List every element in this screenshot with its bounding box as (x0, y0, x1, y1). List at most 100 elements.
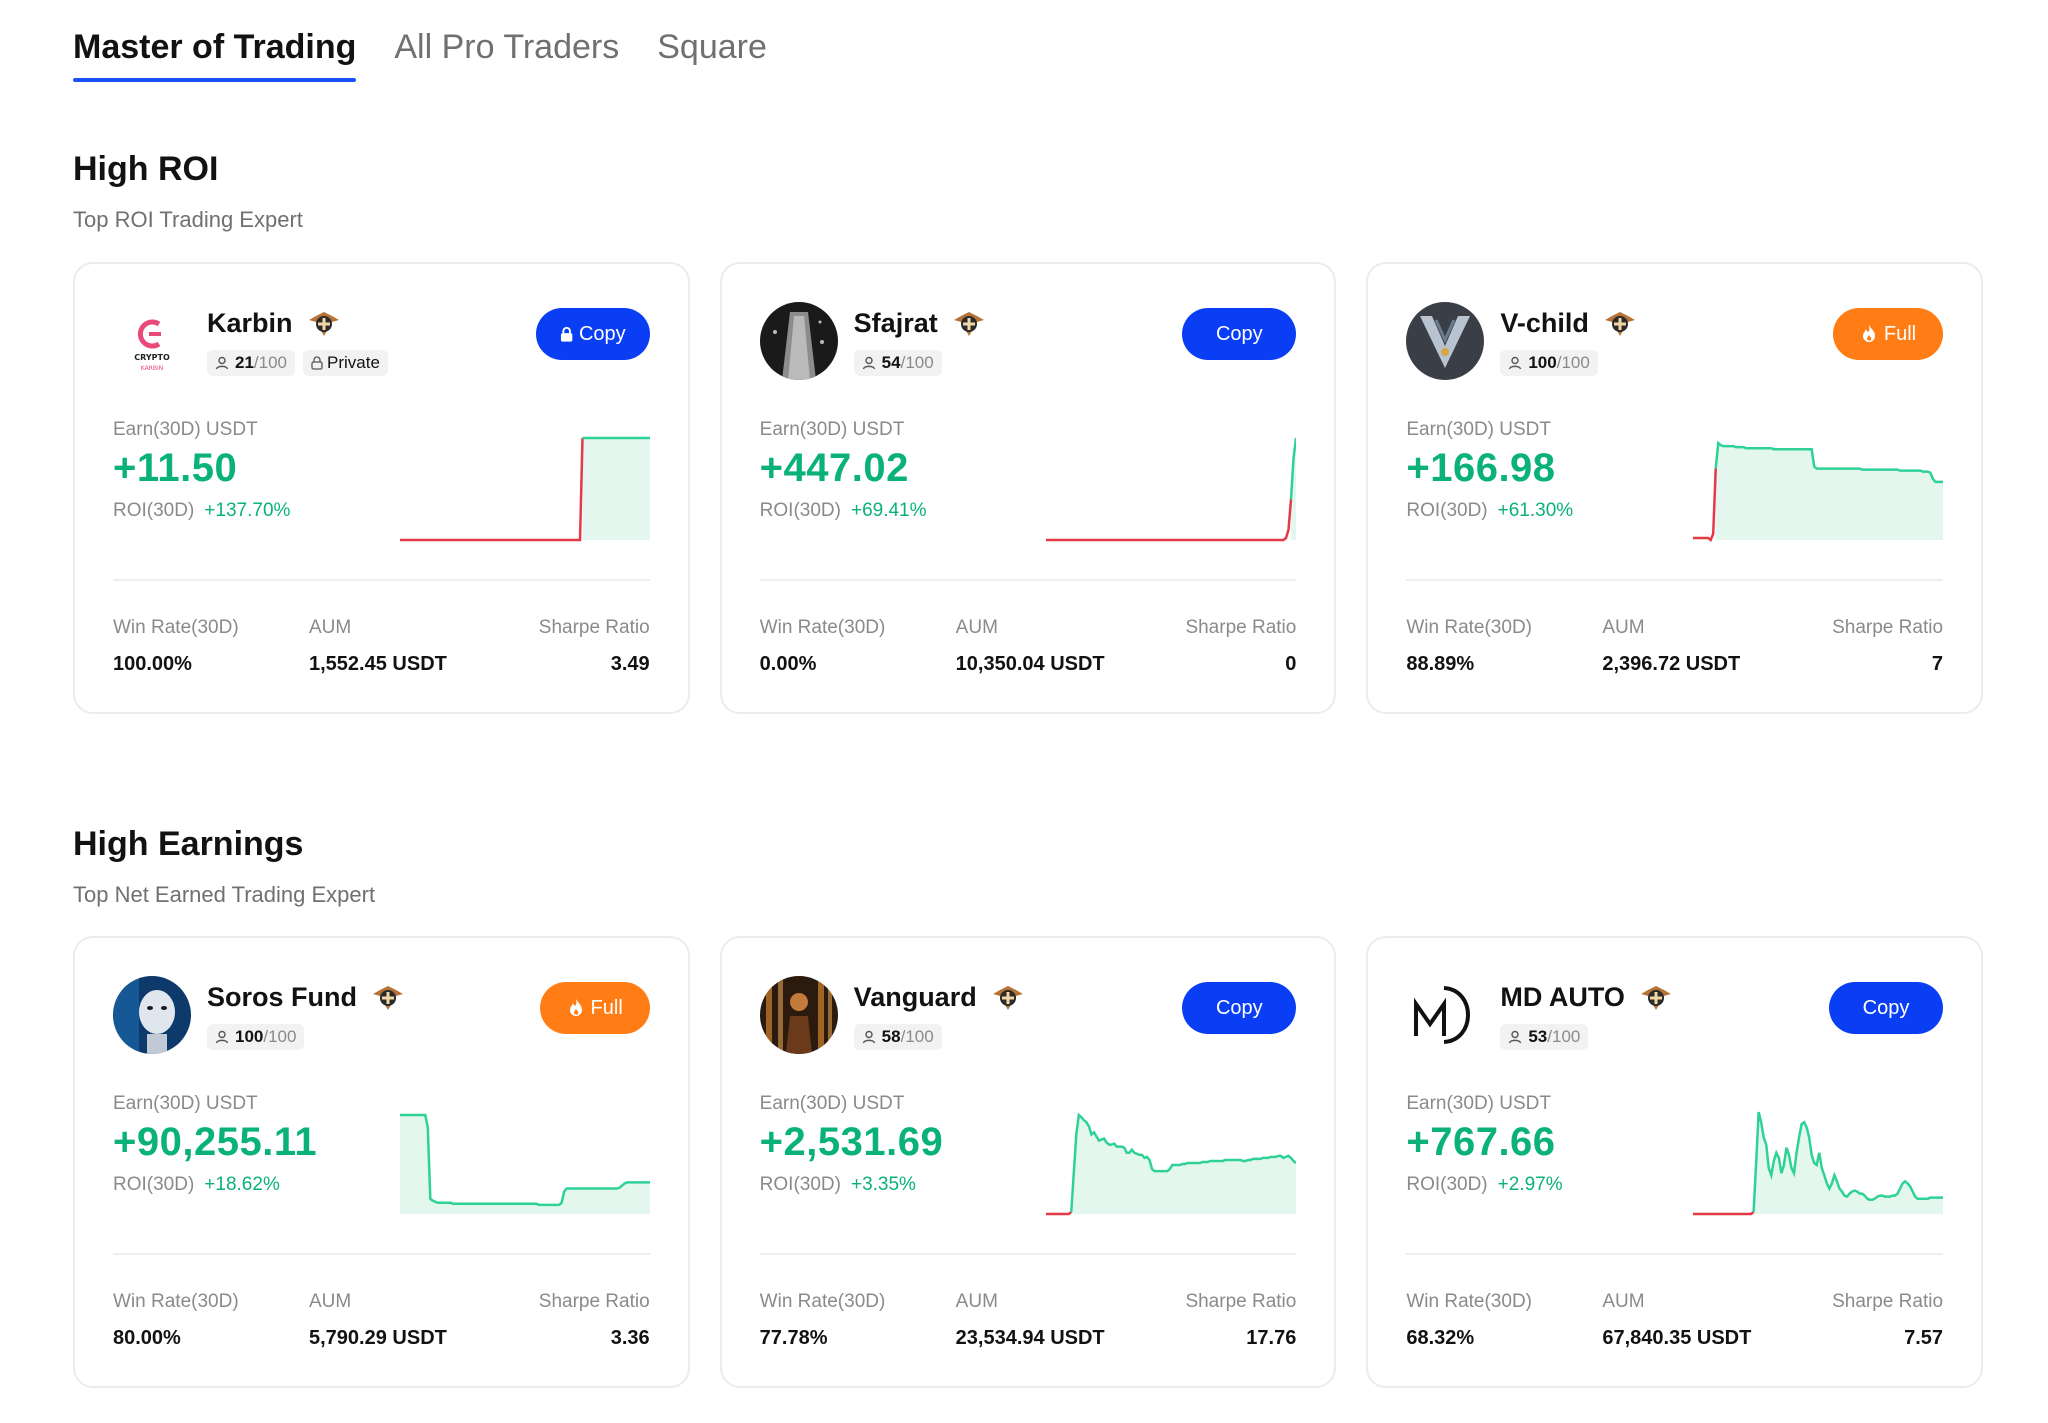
sparkline-area (1715, 443, 1944, 540)
roi-row: ROI(30D) +2.97% (1406, 1174, 1562, 1196)
pro-badge-icon (308, 311, 339, 336)
avatar[interactable]: CRYPTO KARBIN (113, 302, 191, 380)
avatar[interactable] (1406, 976, 1485, 1054)
followers-pill: 100/100 (1500, 350, 1598, 376)
trader-name-text: Vanguard (853, 982, 977, 1012)
roi-value: +2.97% (1497, 1174, 1563, 1195)
followers-max: /100 (253, 353, 288, 372)
card-row-high-roi: CRYPTO KARBIN Karbin 21/100 Private Copy … (73, 262, 1984, 714)
aum-value: 23,534.94 USDT (955, 1327, 1105, 1349)
section-high-earnings: High Earnings Top Net Earned Trading Exp… (73, 825, 1983, 908)
full-button[interactable]: Full (1833, 308, 1944, 360)
trader-card[interactable]: V-child 100/100 Full Earn(30D) USDT +166… (1366, 262, 1984, 714)
aum-value: 2,396.72 USDT (1602, 653, 1741, 675)
sparkline-negative-line (1046, 499, 1293, 542)
copy-button[interactable]: Copy (1182, 308, 1297, 360)
sharpe-value: 7 (1931, 653, 1944, 675)
followers-max: /100 (900, 1027, 934, 1046)
earn-value: +166.98 (1406, 446, 1556, 490)
followers-pill: 53/100 (1500, 1024, 1589, 1050)
trader-name[interactable]: Karbin (207, 308, 341, 339)
card-row-high-earnings: Soros Fund 100/100 Full Earn(30D) USDT +… (73, 936, 1984, 1388)
roi-value: +18.62% (204, 1174, 280, 1195)
win-rate-stat: Win Rate(30D) 88.89% (1406, 617, 1532, 676)
aum-value: 5,790.29 USDT (309, 1327, 447, 1349)
person-icon (1509, 356, 1522, 370)
trader-name[interactable]: MD AUTO (1500, 982, 1673, 1013)
trader-card[interactable]: Soros Fund 100/100 Full Earn(30D) USDT +… (73, 936, 690, 1388)
sparkline-negative-line (1693, 468, 1717, 543)
trader-name[interactable]: V-child (1500, 308, 1637, 339)
win-rate-stat: Win Rate(30D) 100.00% (113, 617, 239, 676)
aum-label: AUM (955, 617, 998, 638)
win-rate-value: 80.00% (113, 1327, 181, 1349)
fire-icon (569, 999, 582, 1016)
aum-stat: AUM 5,790.29 USDT (309, 1291, 447, 1350)
earn-label: Earn(30D) USDT (113, 419, 258, 440)
sharpe-value: 3.36 (610, 1327, 650, 1349)
person-icon (215, 1030, 229, 1044)
win-rate-label: Win Rate(30D) (113, 1291, 239, 1312)
copy-button[interactable]: Copy (1182, 982, 1297, 1034)
avatar[interactable] (759, 976, 838, 1054)
trader-name[interactable]: Sfajrat (854, 308, 986, 339)
sharpe-stat: Sharpe Ratio 7 (1832, 617, 1943, 676)
roi-row: ROI(30D) +3.35% (760, 1174, 916, 1196)
avatar[interactable] (759, 302, 838, 380)
trader-name[interactable]: Soros Fund (207, 982, 405, 1013)
aum-label: AUM (955, 1291, 998, 1312)
win-rate-label: Win Rate(30D) (1406, 1291, 1532, 1312)
sparkline-negative-line (1693, 1210, 1755, 1216)
sparkline-area (582, 438, 650, 540)
sharpe-label: Sharpe Ratio (1185, 617, 1297, 638)
win-rate-value: 100.00% (113, 653, 192, 675)
trader-card[interactable]: Sfajrat 54/100 Copy Earn(30D) USDT +447.… (719, 262, 1337, 714)
aum-label: AUM (1602, 617, 1645, 638)
button-label: Full (1883, 322, 1917, 345)
svg-text:CRYPTO: CRYPTO (134, 353, 170, 362)
fire-icon (1862, 325, 1875, 342)
avatar[interactable] (1406, 302, 1485, 380)
sharpe-value: 17.76 (1246, 1327, 1297, 1349)
pnl-sparkline (399, 436, 650, 542)
copy-button[interactable]: Copy (535, 308, 650, 360)
tab-master-of-trading[interactable]: Master of Trading (73, 0, 357, 84)
earn-label: Earn(30D) USDT (113, 1093, 258, 1114)
roi-row: ROI(30D) +69.41% (760, 500, 927, 522)
lock-icon (311, 356, 323, 370)
trader-card[interactable]: CRYPTO KARBIN Karbin 21/100 Private Copy … (73, 262, 690, 714)
win-rate-stat: Win Rate(30D) 77.78% (760, 1291, 886, 1350)
tab-square[interactable]: Square (657, 28, 767, 66)
aum-value: 10,350.04 USDT (955, 653, 1105, 675)
roi-value: +69.41% (850, 500, 927, 521)
trader-name[interactable]: Vanguard (854, 982, 1025, 1013)
aum-label: AUM (1602, 1291, 1645, 1312)
person-icon (1509, 1030, 1522, 1044)
sparkline-negative-line (1046, 1210, 1073, 1216)
trader-card[interactable]: Vanguard 58/100 Copy Earn(30D) USDT +2,5… (719, 936, 1337, 1388)
sharpe-stat: Sharpe Ratio 17.76 (1185, 1291, 1296, 1350)
full-button[interactable]: Full (539, 982, 650, 1034)
trader-card[interactable]: MD AUTO 53/100 Copy Earn(30D) USDT +767.… (1366, 936, 1984, 1388)
followers-pill: 54/100 (853, 350, 942, 376)
sharpe-value: 0 (1285, 653, 1297, 675)
section-subtitle: Top ROI Trading Expert (73, 207, 303, 232)
avatar[interactable] (113, 976, 191, 1054)
followers-pill: 58/100 (853, 1024, 942, 1050)
aum-label: AUM (309, 1291, 352, 1312)
sparkline-positive-line (1290, 437, 1297, 500)
tab-all-pro-traders[interactable]: All Pro Traders (394, 28, 620, 66)
trader-name-text: Karbin (207, 308, 293, 338)
button-label: Full (590, 996, 623, 1019)
roi-label: ROI(30D) (759, 1174, 841, 1195)
sharpe-label: Sharpe Ratio (1185, 1291, 1297, 1312)
sparkline-area (1291, 438, 1297, 540)
followers-count: 58 (881, 1027, 901, 1046)
roi-row: ROI(30D) +137.70% (113, 500, 290, 522)
aum-stat: AUM 23,534.94 USDT (956, 1291, 1105, 1350)
copy-button[interactable]: Copy (1829, 982, 1944, 1034)
earn-label: Earn(30D) USDT (759, 419, 905, 440)
button-label: Copy (1215, 996, 1263, 1019)
divider (759, 579, 1297, 581)
pro-badge-icon (373, 985, 403, 1010)
